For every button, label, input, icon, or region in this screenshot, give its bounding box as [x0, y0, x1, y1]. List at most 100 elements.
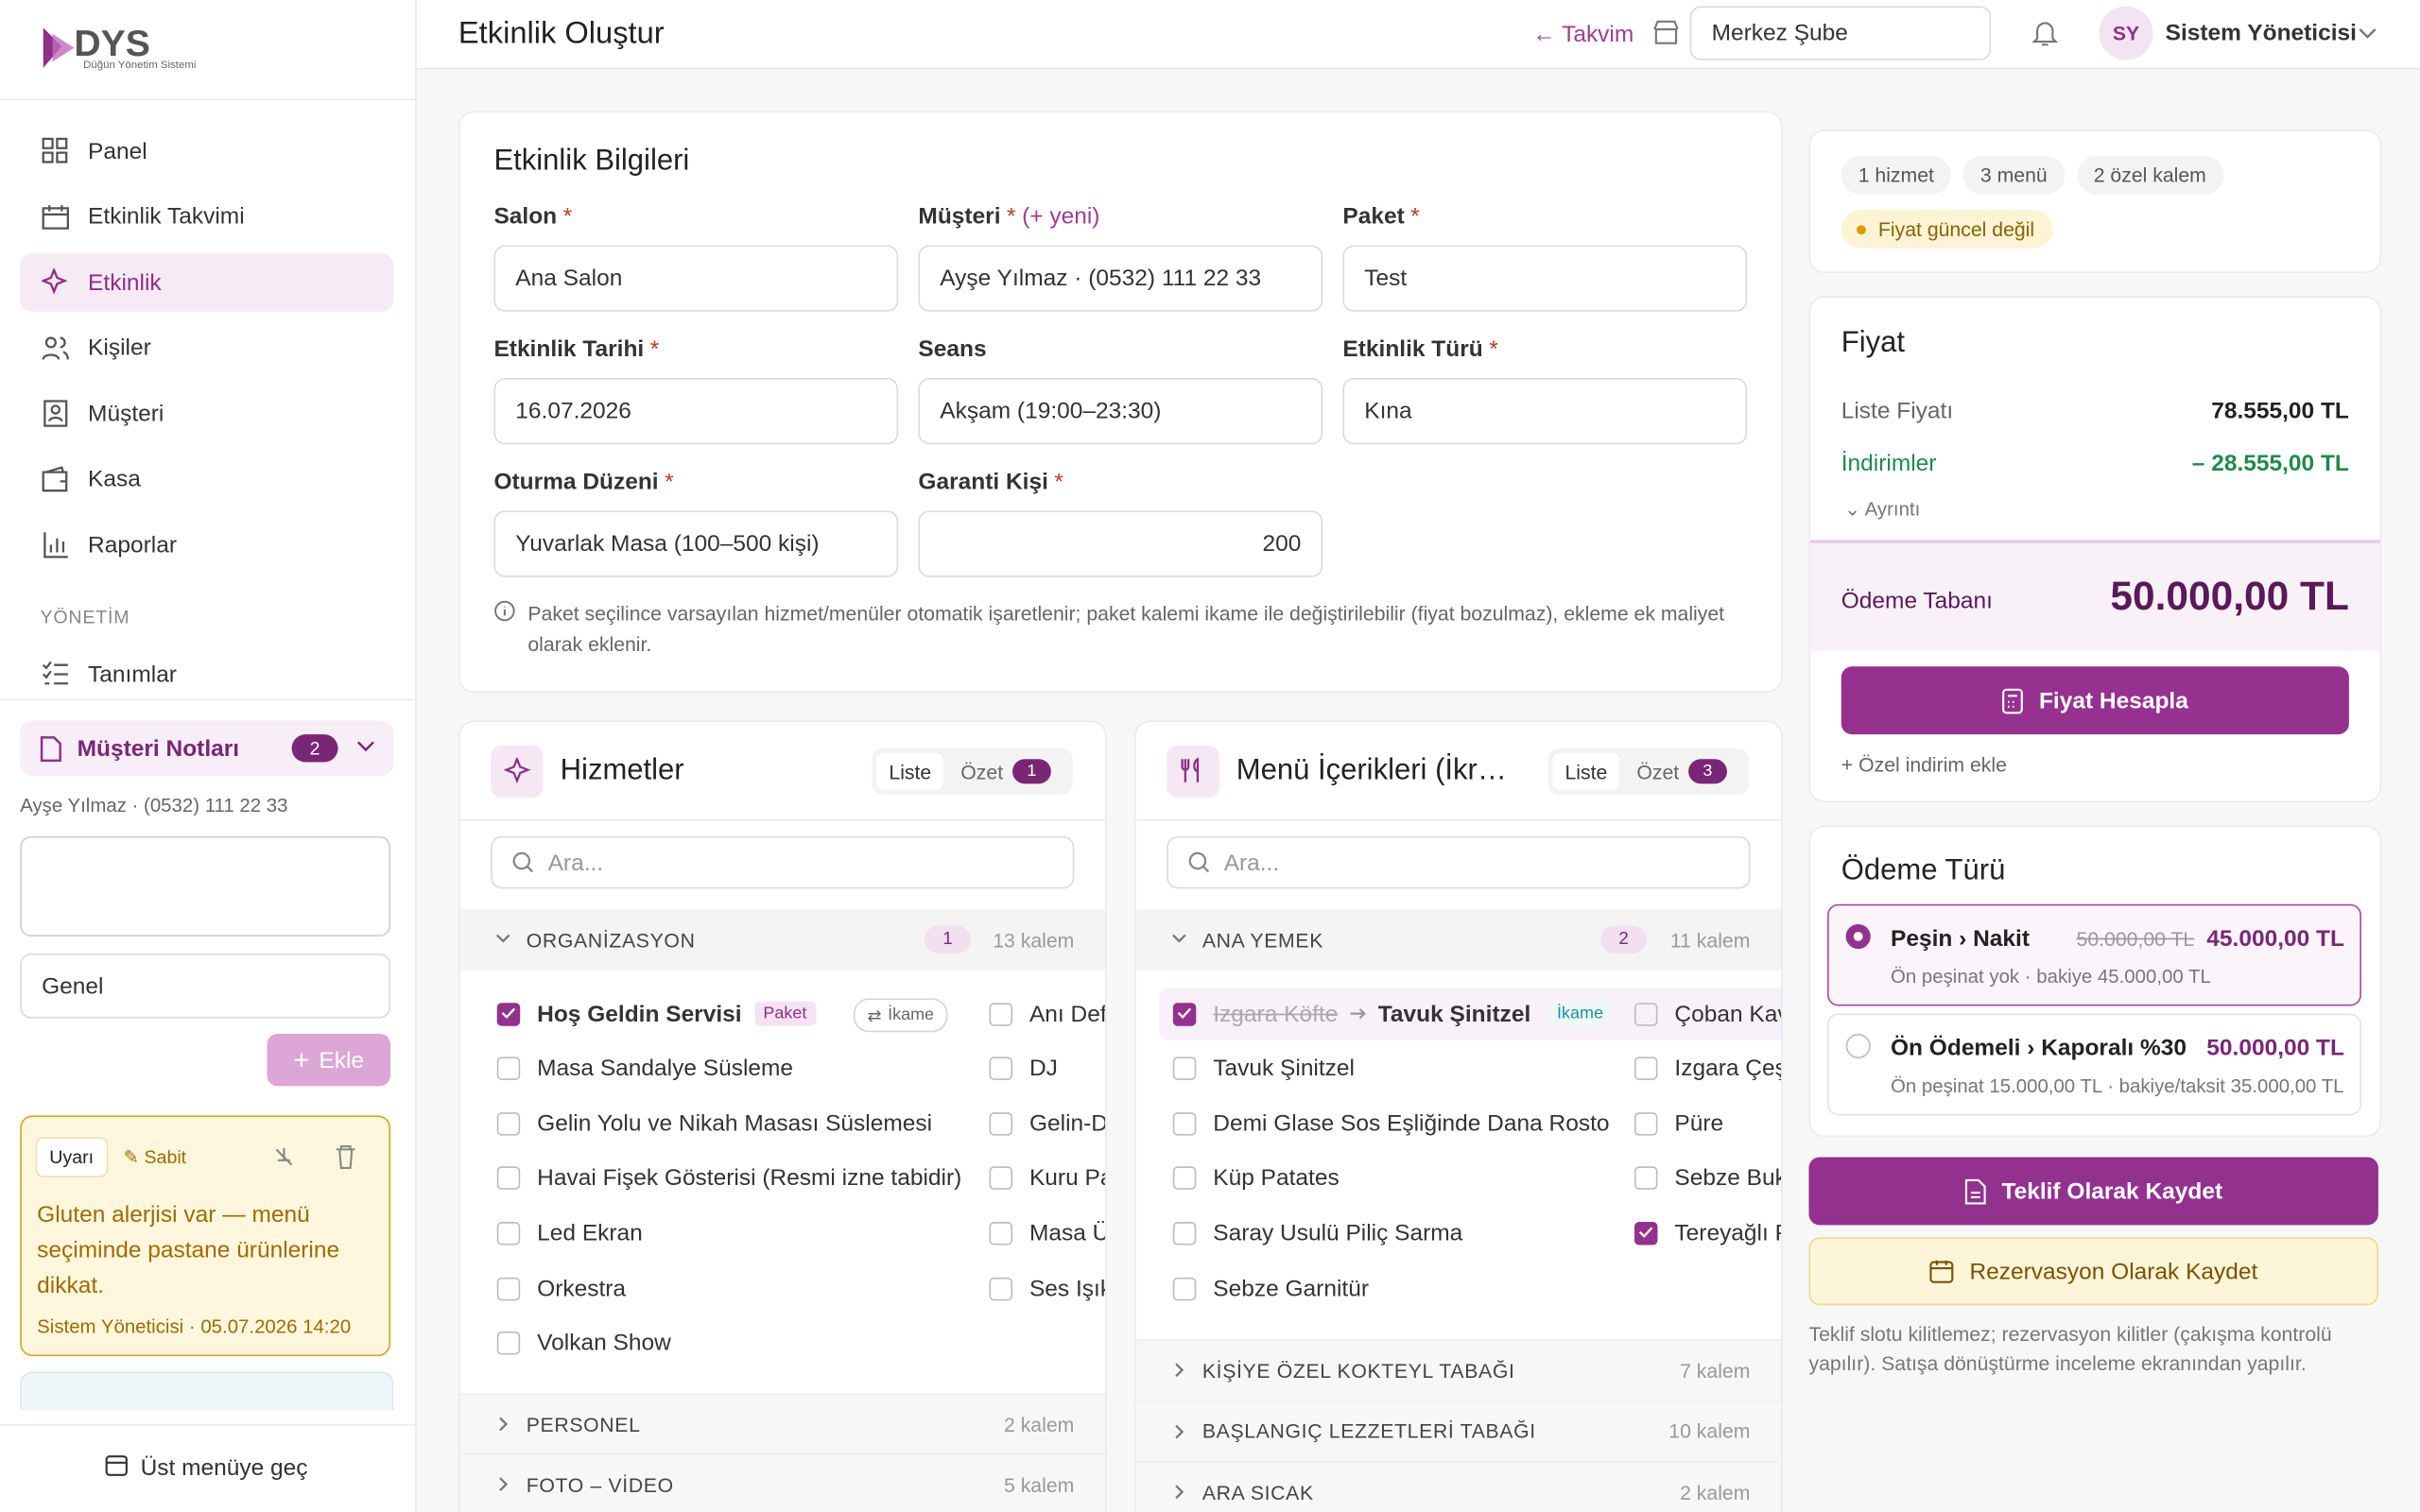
- panel-icon: [1167, 745, 1219, 799]
- group-header[interactable]: FOTO – VİDEO 5 kalem: [459, 1452, 1105, 1512]
- sidebar-footer[interactable]: Üst menüye geç: [0, 1423, 416, 1512]
- nav-item[interactable]: Panel: [20, 122, 393, 180]
- panel-tabs: Liste Özet 1: [872, 747, 1073, 795]
- item-row: Izgara Çeş: [1634, 1052, 1781, 1086]
- notes-title: Müşteri Notları: [77, 735, 240, 763]
- checkbox[interactable]: [1634, 1166, 1658, 1191]
- field-input[interactable]: Yuvarlak Masa (100–500 kişi): [493, 510, 899, 577]
- group-header[interactable]: KİŞİYE ÖZEL KOKTEYL TABAĞI 7 kalem: [1135, 1339, 1782, 1400]
- checkbox[interactable]: [1172, 1166, 1197, 1191]
- checkbox[interactable]: [496, 1166, 521, 1191]
- checkbox[interactable]: [989, 1002, 1013, 1025]
- label-text: Müşteri: [918, 203, 1001, 231]
- note-textarea[interactable]: [20, 835, 391, 937]
- details-toggle[interactable]: ⌄ Ayrıntı: [1844, 498, 1921, 521]
- group-header[interactable]: PERSONEL 2 kalem: [459, 1393, 1105, 1453]
- nav-item[interactable]: Raporlar: [20, 515, 393, 574]
- notes-header[interactable]: Müşteri Notları 2: [20, 720, 394, 777]
- checkbox[interactable]: [496, 1002, 521, 1025]
- bell-icon[interactable]: [2031, 19, 2059, 48]
- search-input[interactable]: Ara...: [1167, 835, 1751, 889]
- nav-item[interactable]: Etkinlik: [20, 252, 394, 312]
- swap-button[interactable]: ⇄ İkame: [853, 998, 948, 1033]
- checkbox[interactable]: [496, 1221, 521, 1246]
- checkbox[interactable]: [1634, 1111, 1658, 1136]
- checkbox[interactable]: [989, 1111, 1013, 1136]
- tab[interactable]: Liste: [1552, 752, 1620, 790]
- checkbox[interactable]: [496, 1057, 521, 1081]
- checkbox[interactable]: [1634, 1057, 1658, 1081]
- field-value: Kına: [1364, 398, 1412, 424]
- field-input[interactable]: Ana Salon: [493, 245, 899, 312]
- price-label: Liste Fiyatı: [1841, 398, 1954, 424]
- add-discount[interactable]: + Özel indirim ekle: [1841, 752, 2007, 777]
- radio[interactable]: [1845, 923, 1871, 950]
- payment-base: Ödeme Tabanı 50.000,00 TL: [1810, 540, 2380, 651]
- note-category[interactable]: Genel: [20, 953, 391, 1019]
- nav-item[interactable]: Tanımlar: [20, 644, 393, 703]
- field-input[interactable]: 16.07.2026: [493, 377, 899, 445]
- field-input[interactable]: Kına: [1342, 377, 1748, 445]
- required-mark: *: [665, 469, 674, 496]
- tab[interactable]: Liste: [876, 752, 944, 790]
- unpin-icon[interactable]: [271, 1144, 296, 1169]
- checkbox[interactable]: [1634, 1002, 1658, 1025]
- checkbox[interactable]: [496, 1277, 521, 1300]
- group-header[interactable]: BAŞLANGIÇ LEZZETLERİ TABAĞI 10 kalem: [1135, 1400, 1782, 1462]
- discount-label: Özel indirim ekle: [1858, 752, 2007, 777]
- group-header[interactable]: ANA YEMEK 2 11 kalem: [1135, 908, 1782, 971]
- radio[interactable]: [1845, 1033, 1871, 1058]
- card-title: Etkinlik Bilgileri: [493, 145, 690, 178]
- item-row: Orkestra: [496, 1271, 626, 1305]
- field-input[interactable]: 200: [918, 510, 1323, 577]
- group-header[interactable]: ORGANİZASYON 1 13 kalem: [459, 908, 1105, 971]
- branch-select[interactable]: Merkez Şube: [1689, 6, 1992, 60]
- add-note-button[interactable]: + Ekle: [267, 1033, 391, 1087]
- checkbox[interactable]: [989, 1277, 1013, 1300]
- divider: [1135, 818, 1782, 821]
- save-offer-button[interactable]: Teklif Olarak Kaydet: [1808, 1157, 2378, 1226]
- new-link[interactable]: (+ yeni): [1022, 203, 1100, 231]
- payment-option[interactable]: Peşin › Nakit 50.000,00 TL 45.000,00 TL Ön …: [1827, 903, 2361, 1006]
- nav-item[interactable]: Kişiler: [20, 318, 393, 377]
- field-label: Garanti Kişi *: [918, 469, 1063, 495]
- delete-icon[interactable]: [335, 1144, 356, 1169]
- field-input[interactable]: Ayşe Yılmaz · (0532) 111 22 33: [918, 245, 1323, 312]
- tab[interactable]: Özet 3: [1624, 753, 1739, 790]
- field-label: Etkinlik Türü *: [1342, 336, 1497, 363]
- logo-mark: [43, 27, 75, 68]
- payment-option[interactable]: Ön Ödemeli › Kaporalı %30 50.000,00 TL Ön …: [1827, 1013, 2361, 1116]
- path: [1638, 1228, 1652, 1239]
- save-reservation-button[interactable]: Rezervasyon Olarak Kaydet: [1808, 1237, 2378, 1306]
- checkbox[interactable]: [1172, 1221, 1197, 1246]
- checkbox[interactable]: [1634, 1221, 1658, 1246]
- icon: [500, 1007, 515, 1020]
- checkbox[interactable]: [989, 1057, 1013, 1081]
- checkbox[interactable]: [496, 1111, 521, 1136]
- nav-item[interactable]: Etkinlik Takvimi: [20, 187, 393, 246]
- calculate-button[interactable]: Fiyat Hesapla: [1841, 666, 2349, 735]
- search-input[interactable]: Ara...: [491, 835, 1075, 889]
- field-value: Akşam (19:00–23:30): [940, 398, 1162, 424]
- nav-label: Etkinlik Takvimi: [88, 203, 245, 231]
- user-name[interactable]: Sistem Yöneticisi: [2165, 20, 2357, 46]
- nav-item[interactable]: Kasa: [20, 450, 393, 508]
- nav-item[interactable]: Müşteri: [20, 385, 393, 443]
- checkbox[interactable]: [989, 1166, 1013, 1191]
- group-header[interactable]: ARA SICAK 2 kalem: [1135, 1461, 1782, 1512]
- note-tag: Uyarı: [35, 1137, 108, 1177]
- checkbox[interactable]: [1172, 1277, 1197, 1300]
- checkbox[interactable]: [496, 1332, 521, 1355]
- field-input[interactable]: Akşam (19:00–23:30): [918, 377, 1323, 445]
- tab[interactable]: Özet 1: [948, 753, 1063, 790]
- checkbox[interactable]: [1172, 1057, 1197, 1081]
- avatar[interactable]: SY: [2099, 6, 2153, 60]
- back-link[interactable]: ← Takvim: [1532, 21, 1634, 48]
- icon: [1175, 1485, 1184, 1500]
- checkbox[interactable]: [1172, 1111, 1197, 1136]
- checkbox[interactable]: [989, 1221, 1013, 1246]
- checkbox[interactable]: [1172, 1002, 1197, 1025]
- icon: [1350, 1007, 1366, 1020]
- tab-label: Özet: [1636, 760, 1680, 783]
- field-input[interactable]: Test: [1342, 245, 1748, 312]
